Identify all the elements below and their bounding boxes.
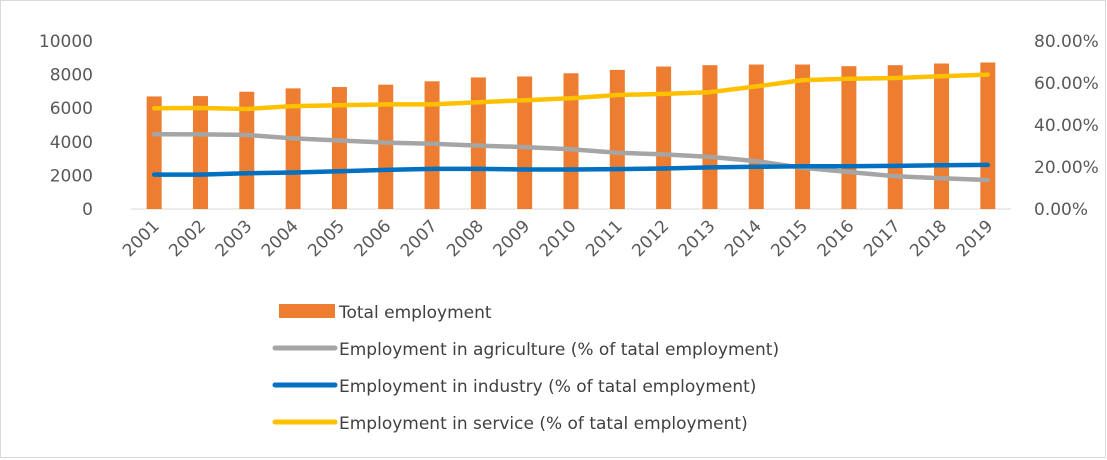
x-tick-label: 2013: [675, 216, 720, 261]
bar-total-employment: [702, 65, 718, 209]
legend-item: Employment in industry (% of tatal emplo…: [272, 377, 756, 397]
bar-total-employment: [748, 64, 764, 209]
x-tick-label: 2011: [582, 216, 627, 261]
x-tick-label: 2006: [351, 216, 396, 261]
right-axis-ticks: 0.00% 20.00% 40.00% 60.00% 80.00%: [1034, 32, 1099, 220]
y-left-tick-label: 2000: [50, 166, 93, 186]
x-tick-label: 2002: [165, 216, 210, 261]
x-tick-label: 2008: [443, 216, 488, 261]
bar-total-employment: [563, 73, 579, 209]
bar-total-employment: [841, 66, 857, 209]
bar-total-employment: [934, 63, 950, 210]
y-left-tick-label: 8000: [50, 66, 93, 86]
line-agriculture: [151, 131, 991, 183]
percentage-lines: [151, 72, 991, 183]
bar-total-employment: [285, 88, 301, 209]
x-tick-label: 2014: [721, 216, 766, 261]
legend-swatch-bar: [279, 304, 335, 318]
legend-item: Total employment: [279, 303, 492, 323]
x-tick-label: 2005: [304, 216, 349, 261]
x-tick-label: 2010: [536, 216, 581, 261]
x-tick-label: 2012: [628, 216, 673, 261]
bar-total-employment: [146, 96, 162, 209]
y-right-tick-label: 60.00%: [1034, 74, 1099, 94]
x-tick-label: 2003: [212, 216, 257, 261]
bar-total-employment: [609, 69, 625, 210]
bar-total-employment: [887, 65, 903, 209]
x-axis-ticks: 2001 2002 2003 2004 2005 2006 2007 2008 2009 2010…: [119, 216, 997, 261]
x-tick-label: 2001: [119, 216, 164, 261]
bar-total-employment: [331, 87, 347, 209]
bar-total-employment: [239, 91, 255, 209]
legend-item: Employment in agriculture (% of tatal em…: [272, 340, 779, 360]
x-tick-label: 2017: [860, 216, 905, 261]
legend-label: Employment in agriculture (% of tatal em…: [339, 340, 779, 360]
y-left-tick-label: 10000: [39, 32, 93, 52]
line-service: [151, 72, 991, 112]
y-right-tick-label: 0.00%: [1034, 200, 1088, 220]
legend-label: Employment in service (% of tatal employ…: [339, 414, 748, 434]
x-tick-label: 2009: [489, 216, 534, 261]
x-tick-label: 2018: [906, 216, 951, 261]
bar-total-employment: [980, 62, 996, 210]
bar-total-employment: [517, 76, 533, 209]
bar-total-employment: [656, 66, 672, 209]
y-left-tick-label: 0: [82, 200, 93, 220]
bar-total-employment: [192, 96, 208, 209]
x-tick-label: 2016: [814, 216, 859, 261]
x-tick-label: 2004: [258, 216, 303, 261]
y-left-tick-label: 6000: [50, 99, 93, 119]
legend-item: Employment in service (% of tatal employ…: [272, 414, 748, 434]
bar-total-employment: [470, 77, 486, 210]
legend-label: Total employment: [338, 303, 492, 323]
x-tick-label: 2015: [767, 216, 812, 261]
line-industry: [151, 162, 991, 177]
y-right-tick-label: 80.00%: [1034, 32, 1099, 52]
bar-total-employment: [378, 84, 394, 209]
y-left-tick-label: 4000: [50, 133, 93, 153]
legend: Total employment Employment in agricultur…: [272, 303, 779, 434]
y-right-tick-label: 40.00%: [1034, 116, 1099, 136]
bar-total-employment: [795, 64, 811, 209]
x-tick-label: 2007: [397, 216, 442, 261]
x-tick-label: 2019: [953, 216, 998, 261]
left-axis-ticks: 0 2000 4000 6000 8000 10000: [39, 32, 93, 220]
y-right-tick-label: 20.00%: [1034, 158, 1099, 178]
legend-label: Employment in industry (% of tatal emplo…: [339, 377, 756, 397]
